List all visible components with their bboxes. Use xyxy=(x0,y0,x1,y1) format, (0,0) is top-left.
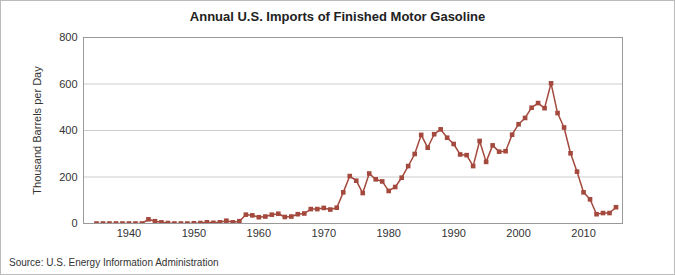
svg-text:400: 400 xyxy=(59,124,77,136)
svg-text:2010: 2010 xyxy=(571,227,595,239)
svg-text:200: 200 xyxy=(59,171,77,183)
svg-text:Thousand Barrels per Day: Thousand Barrels per Day xyxy=(31,66,43,195)
svg-text:1960: 1960 xyxy=(247,227,271,239)
svg-text:1980: 1980 xyxy=(376,227,400,239)
svg-text:1970: 1970 xyxy=(312,227,336,239)
html-text:Source: U.S. Energy Informatio: Source: U.S. Energy Information Administ… xyxy=(9,257,219,268)
svg-text:0: 0 xyxy=(71,217,77,229)
svg-text:800: 800 xyxy=(59,31,77,43)
svg-text:1940: 1940 xyxy=(117,227,141,239)
html-text:Annual U.S. Imports of Finishe: Annual U.S. Imports of Finished Motor Ga… xyxy=(189,9,486,24)
svg-text:600: 600 xyxy=(59,78,77,90)
svg-text:1950: 1950 xyxy=(182,227,206,239)
svg-text:2000: 2000 xyxy=(506,227,530,239)
svg-text:1990: 1990 xyxy=(441,227,465,239)
